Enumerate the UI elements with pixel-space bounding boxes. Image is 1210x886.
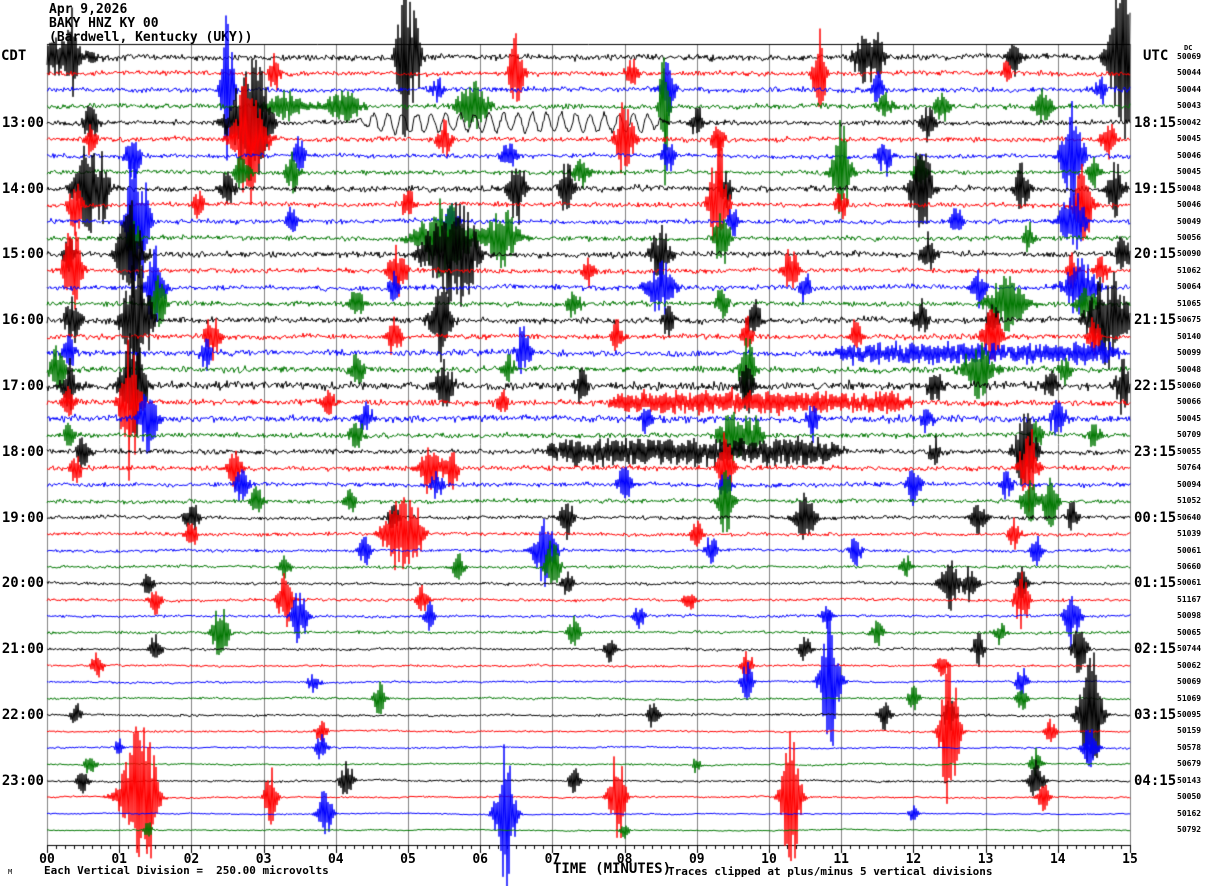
dc-value: 50094: [1177, 479, 1202, 489]
dc-value: 50050: [1177, 792, 1202, 802]
right-time-label: 23:15: [1134, 443, 1177, 460]
right-time-label: 02:15: [1134, 641, 1177, 658]
dc-value: 50679: [1177, 759, 1202, 769]
dc-value: 50578: [1177, 742, 1202, 752]
dc-value: 50061: [1177, 545, 1202, 555]
left-time-label: 19:00: [1, 509, 44, 526]
dc-value: 50143: [1177, 775, 1202, 785]
dc-value: 50044: [1177, 68, 1202, 78]
right-time-label: 20:15: [1134, 246, 1177, 263]
dc-value: 50048: [1177, 364, 1202, 374]
left-time-label: 15:00: [1, 246, 44, 263]
dc-value: 50045: [1177, 167, 1202, 177]
right-time-label: 19:15: [1134, 180, 1177, 197]
dc-value: 50046: [1177, 200, 1202, 210]
dc-value: 50099: [1177, 348, 1202, 358]
dc-value: 51069: [1177, 693, 1202, 703]
dc-value: 51062: [1177, 265, 1202, 275]
left-time-label: 17:00: [1, 378, 44, 394]
dc-value: 50764: [1177, 463, 1202, 473]
dc-value: 50042: [1177, 117, 1202, 127]
x-axis-label: 14: [1049, 852, 1066, 867]
dc-value: 50056: [1177, 232, 1202, 242]
dc-value: 50660: [1177, 561, 1202, 571]
dc-value: 50095: [1177, 710, 1202, 719]
dc-value: 50060: [1177, 381, 1202, 390]
dc-value: 50140: [1177, 331, 1202, 341]
dc-value: 50066: [1177, 397, 1202, 407]
left-time-label: 23:00: [1, 772, 44, 789]
left-time-label: 18:00: [1, 443, 44, 460]
right-time-label: 00:15: [1134, 509, 1177, 526]
dc-value: 50064: [1177, 282, 1202, 292]
dc-value: 51052: [1177, 496, 1202, 506]
right-time-label: 03:15: [1134, 707, 1177, 723]
left-time-label: 14:00: [1, 180, 44, 197]
dc-value: 50045: [1177, 413, 1202, 423]
dc-value: 51167: [1177, 594, 1202, 604]
station-location: (Bardwell, Kentucky (UKY)): [49, 30, 253, 45]
dc-value: 50098: [1177, 611, 1202, 621]
title-date: Apr 9,2026: [49, 2, 128, 17]
dc-value: 50048: [1177, 183, 1202, 193]
left-time-label: 13:00: [1, 114, 44, 131]
left-time-label: 21:00: [1, 641, 44, 658]
footer-clip-note: Traces clipped at plus/minus 5 vertical …: [668, 865, 993, 878]
dc-value: 50159: [1177, 726, 1202, 736]
dc-value: 50061: [1177, 578, 1202, 588]
dc-value: 50090: [1177, 249, 1202, 259]
dc-value: 50069: [1177, 52, 1202, 61]
right-time-label: 18:15: [1134, 114, 1177, 131]
dc-value: 50055: [1177, 446, 1202, 456]
dc-column-header: DC: [1184, 44, 1193, 52]
cdt-timezone-label: CDT: [1, 48, 27, 64]
dc-value: 50069: [1177, 677, 1202, 687]
x-axis-title: TIME (MINUTES): [553, 861, 672, 877]
station-code: BAKY HNZ KY 00: [49, 16, 159, 31]
left-time-label: 16:00: [1, 312, 44, 329]
dc-value: 50640: [1177, 512, 1202, 522]
dc-value: 50744: [1177, 644, 1202, 654]
dc-value: 50709: [1177, 430, 1202, 440]
footer-scale-note: Each Vertical Division = 250.00 microvol…: [44, 864, 329, 877]
logo-mark: M: [8, 868, 13, 876]
x-axis-label: 06: [472, 852, 489, 867]
dc-value: 51039: [1177, 529, 1202, 539]
dc-value: 50049: [1177, 216, 1202, 226]
dc-value: 50043: [1177, 101, 1202, 111]
right-time-label: 22:15: [1134, 378, 1177, 394]
dc-value: 50162: [1177, 808, 1202, 818]
dc-value: 50046: [1177, 150, 1202, 160]
utc-timezone-label: UTC: [1143, 48, 1169, 64]
dc-value: 50045: [1177, 134, 1202, 144]
dc-value: 50044: [1177, 84, 1202, 94]
dc-value: 50675: [1177, 315, 1202, 325]
dc-value: 51065: [1177, 298, 1202, 308]
right-time-label: 04:15: [1134, 772, 1177, 789]
left-time-label: 22:00: [1, 707, 44, 723]
left-time-label: 20:00: [1, 575, 44, 592]
right-time-label: 01:15: [1134, 575, 1177, 592]
right-time-label: 21:15: [1134, 312, 1177, 329]
dc-value: 50062: [1177, 660, 1202, 670]
dc-value: 50065: [1177, 627, 1202, 637]
x-axis-label: 05: [400, 852, 416, 867]
x-axis-label: 15: [1122, 852, 1138, 867]
dc-value: 50792: [1177, 825, 1202, 835]
